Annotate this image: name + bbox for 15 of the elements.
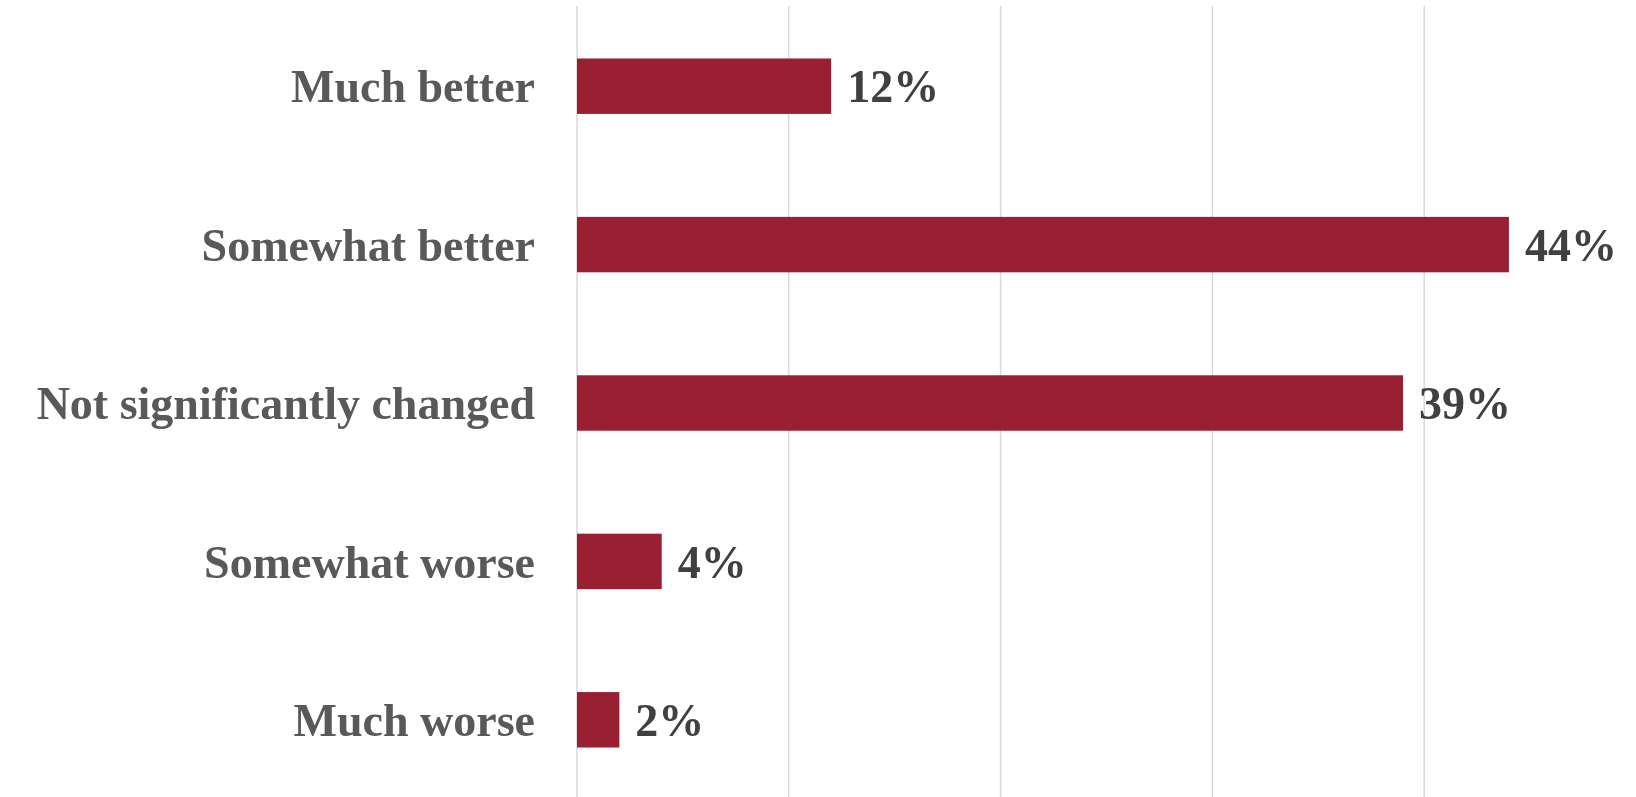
y-tick-label: Much worse — [293, 694, 535, 746]
y-tick-label: Not significantly changed — [36, 378, 536, 430]
y-tick-label: Somewhat better — [201, 219, 535, 271]
data-label: 39% — [1419, 378, 1512, 430]
bar — [577, 692, 620, 748]
data-label: 2% — [635, 694, 705, 746]
y-tick-label: Somewhat worse — [204, 536, 535, 588]
data-label: 44% — [1524, 219, 1617, 271]
bar — [577, 375, 1404, 431]
data-label: 12% — [847, 61, 940, 113]
bar — [577, 533, 662, 590]
bar — [577, 58, 832, 114]
data-label: 4% — [677, 536, 747, 588]
bar — [577, 216, 1509, 273]
y-tick-label: Much better — [291, 61, 535, 113]
